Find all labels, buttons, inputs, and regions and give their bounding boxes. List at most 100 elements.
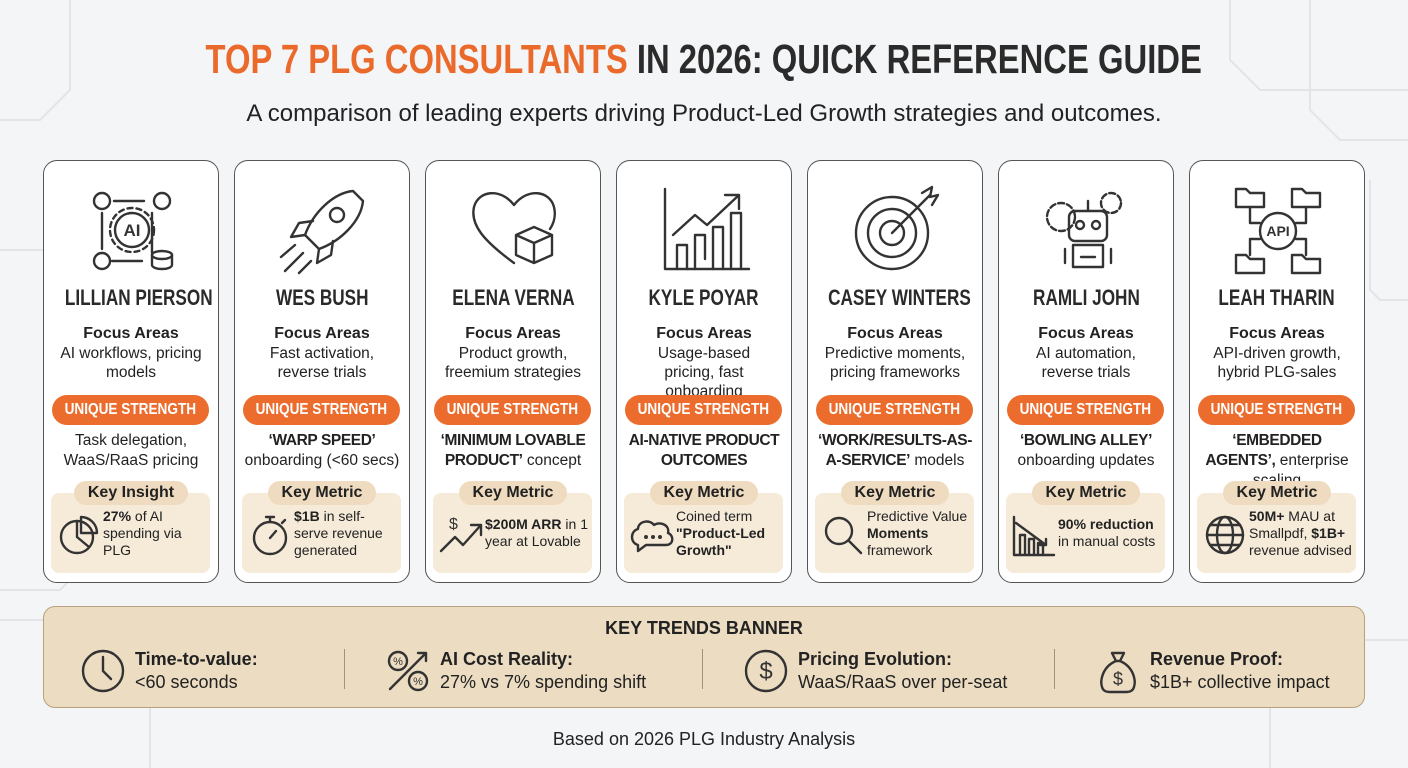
metric-line: 27% of AI spending via PLG	[103, 508, 207, 559]
metric-box: 27% of AI spending via PLG	[51, 493, 210, 573]
icon-label: AI	[124, 221, 141, 240]
metric-part: in manual costs	[1058, 533, 1156, 549]
consultant-card: ELENA VERNA Focus Areas Product growth, fr…	[425, 160, 601, 583]
subtitle: A comparison of leading experts driving …	[246, 100, 1162, 127]
focus-label: Focus Areas	[656, 325, 752, 342]
metric-box: Predictive Value Moments framework	[815, 493, 974, 573]
metric-text: 90% reduction in manual costs	[1058, 493, 1162, 573]
icon	[630, 520, 674, 553]
trends-banner: KEY TRENDS BANNER Time-to-value: <60 seco…	[43, 606, 1365, 708]
metric-label: Key Metric	[1222, 481, 1332, 505]
metric-part: Coined term	[676, 507, 753, 524]
trend-title: AI Cost Reality:	[440, 649, 574, 669]
metric-line: $1B in self-serve revenue generated	[294, 508, 398, 559]
consultant-name: LILLIAN PIERSON	[44, 285, 218, 311]
trend-desc: 27% vs 7% spending shift	[440, 672, 647, 692]
card-icon	[273, 183, 373, 278]
focus-label: Focus Areas	[83, 325, 179, 342]
metric-box: 90% reduction in manual costs	[1006, 493, 1165, 573]
strength-text: ‘EMBEDDED AGENTS’, enterprise scaling	[1196, 431, 1358, 491]
strength-part: onboarding updates	[1017, 452, 1155, 469]
focus-label: Focus Areas	[1038, 325, 1134, 342]
metric-text: Predictive Value Moments framework	[867, 493, 971, 573]
strength-text: AI-NATIVE PRODUCT OUTCOMES	[623, 431, 785, 471]
metric-pill: Key Insight	[44, 481, 218, 505]
metric-label: Key Metric	[1031, 481, 1141, 505]
strength-pill: UNIQUE STRENGTH	[816, 395, 973, 425]
icon: %%	[387, 650, 429, 692]
consultant-name: LEAH THARIN	[1190, 285, 1364, 311]
metric-part: revenue advised	[1249, 541, 1352, 558]
trend-title: Revenue Proof:	[1150, 649, 1284, 669]
consultant-card: KYLE POYAR Focus Areas Usage-based pricing…	[616, 160, 792, 583]
trend-title: Pricing Evolution:	[798, 649, 953, 669]
strength-text: ‘BOWLING ALLEY’ onboarding updates	[1005, 431, 1167, 471]
trend-text: Time-to-value: <60 seconds	[135, 649, 258, 693]
focus-text: API-driven growth, hybrid PLG-sales	[1213, 345, 1341, 381]
icon-label: API	[1266, 223, 1289, 239]
strength-part: ‘EMBEDDED AGENTS’,	[1205, 432, 1322, 469]
focus-label: Focus Areas	[465, 325, 561, 342]
svg-text:%: %	[393, 656, 403, 668]
metric-icon	[819, 511, 867, 559]
consultant-card: WES BUSH Focus Areas Fast activation, reve…	[234, 160, 410, 583]
icon	[279, 189, 365, 275]
strength-pill: UNIQUE STRENGTH	[625, 395, 782, 425]
focus-label: Focus Areas	[274, 325, 370, 342]
strength-part: ‘MINIMUM LOVABLE PRODUCT’	[440, 432, 586, 469]
trend-text: AI Cost Reality: 27% vs 7% spending shift	[440, 649, 646, 693]
strength-label: UNIQUE STRENGTH	[1210, 401, 1343, 418]
card-icon	[464, 183, 564, 278]
icon	[1012, 515, 1056, 557]
metric-pill: Key Metric	[1190, 481, 1364, 505]
metric-part: 27%	[103, 507, 132, 524]
focus-label: Focus Areas	[1229, 325, 1325, 342]
trend-icon: $	[1094, 647, 1142, 695]
strength-pill: UNIQUE STRENGTH	[434, 395, 591, 425]
trend-text: Pricing Evolution: WaaS/RaaS over per-sea…	[798, 649, 1007, 693]
name-text: KYLE POYAR	[648, 285, 759, 310]
metric-label: Key Metric	[840, 481, 950, 505]
metric-text: $200M ARR in 1 year at Lovable	[485, 493, 589, 573]
trend-desc: WaaS/RaaS over per-seat	[798, 672, 1008, 692]
consultant-name: ELENA VERNA	[426, 285, 600, 311]
metric-pill: Key Metric	[426, 481, 600, 505]
card-icon	[1037, 183, 1137, 278]
strength-text: Task delegation, WaaS/RaaS pricing	[50, 431, 212, 471]
trend-icon: $	[742, 647, 790, 695]
strength-label: UNIQUE STRENGTH	[828, 401, 961, 418]
metric-icon	[1010, 511, 1058, 559]
focus-text: AI automation, reverse trials	[1036, 345, 1136, 381]
svg-text:$: $	[449, 516, 458, 533]
consultant-card: AI LILLIAN PIERSON Focus Areas AI workflows…	[43, 160, 219, 583]
strength-text: ‘WORK/RESULTS-AS-A-SERVICE’ models	[814, 431, 976, 471]
svg-text:$: $	[1113, 669, 1123, 689]
metric-part: of AI spending via PLG	[103, 507, 182, 558]
name-text: LEAH THARIN	[1218, 285, 1336, 310]
consultant-name: CASEY WINTERS	[808, 285, 982, 311]
name-text: LILLIAN PIERSON	[64, 285, 213, 310]
name-text: ELENA VERNA	[451, 285, 575, 310]
title: TOP 7 PLG CONSULTANTS IN 2026: QUICK REF…	[0, 36, 1408, 83]
icon	[1205, 515, 1245, 555]
metric-label: Key Metric	[649, 481, 759, 505]
strength-pill: UNIQUE STRENGTH	[243, 395, 400, 425]
consultant-card: API LEAH THARIN Focus Areas API-driven grow…	[1189, 160, 1365, 583]
metric-line: Predictive Value Moments framework	[867, 508, 971, 559]
consultant-name: RAMLI JOHN	[999, 285, 1173, 311]
consultant-card: CASEY WINTERS Focus Areas Predictive momen…	[807, 160, 983, 583]
metric-icon: $	[437, 511, 485, 559]
strength-part: AI-NATIVE PRODUCT OUTCOMES	[628, 432, 780, 469]
consultant-name: KYLE POYAR	[617, 285, 791, 311]
banner-title: KEY TRENDS BANNER	[605, 618, 803, 638]
metric-part: $200M ARR	[485, 516, 562, 532]
trend-desc: <60 seconds	[135, 672, 238, 692]
metric-label: Key Insight	[73, 481, 189, 505]
icon: $	[744, 649, 788, 693]
divider	[702, 649, 703, 689]
svg-text:$: $	[759, 658, 772, 685]
metric-part: $1B+	[1311, 524, 1346, 541]
name-text: WES BUSH	[275, 285, 369, 310]
icon	[59, 515, 99, 555]
